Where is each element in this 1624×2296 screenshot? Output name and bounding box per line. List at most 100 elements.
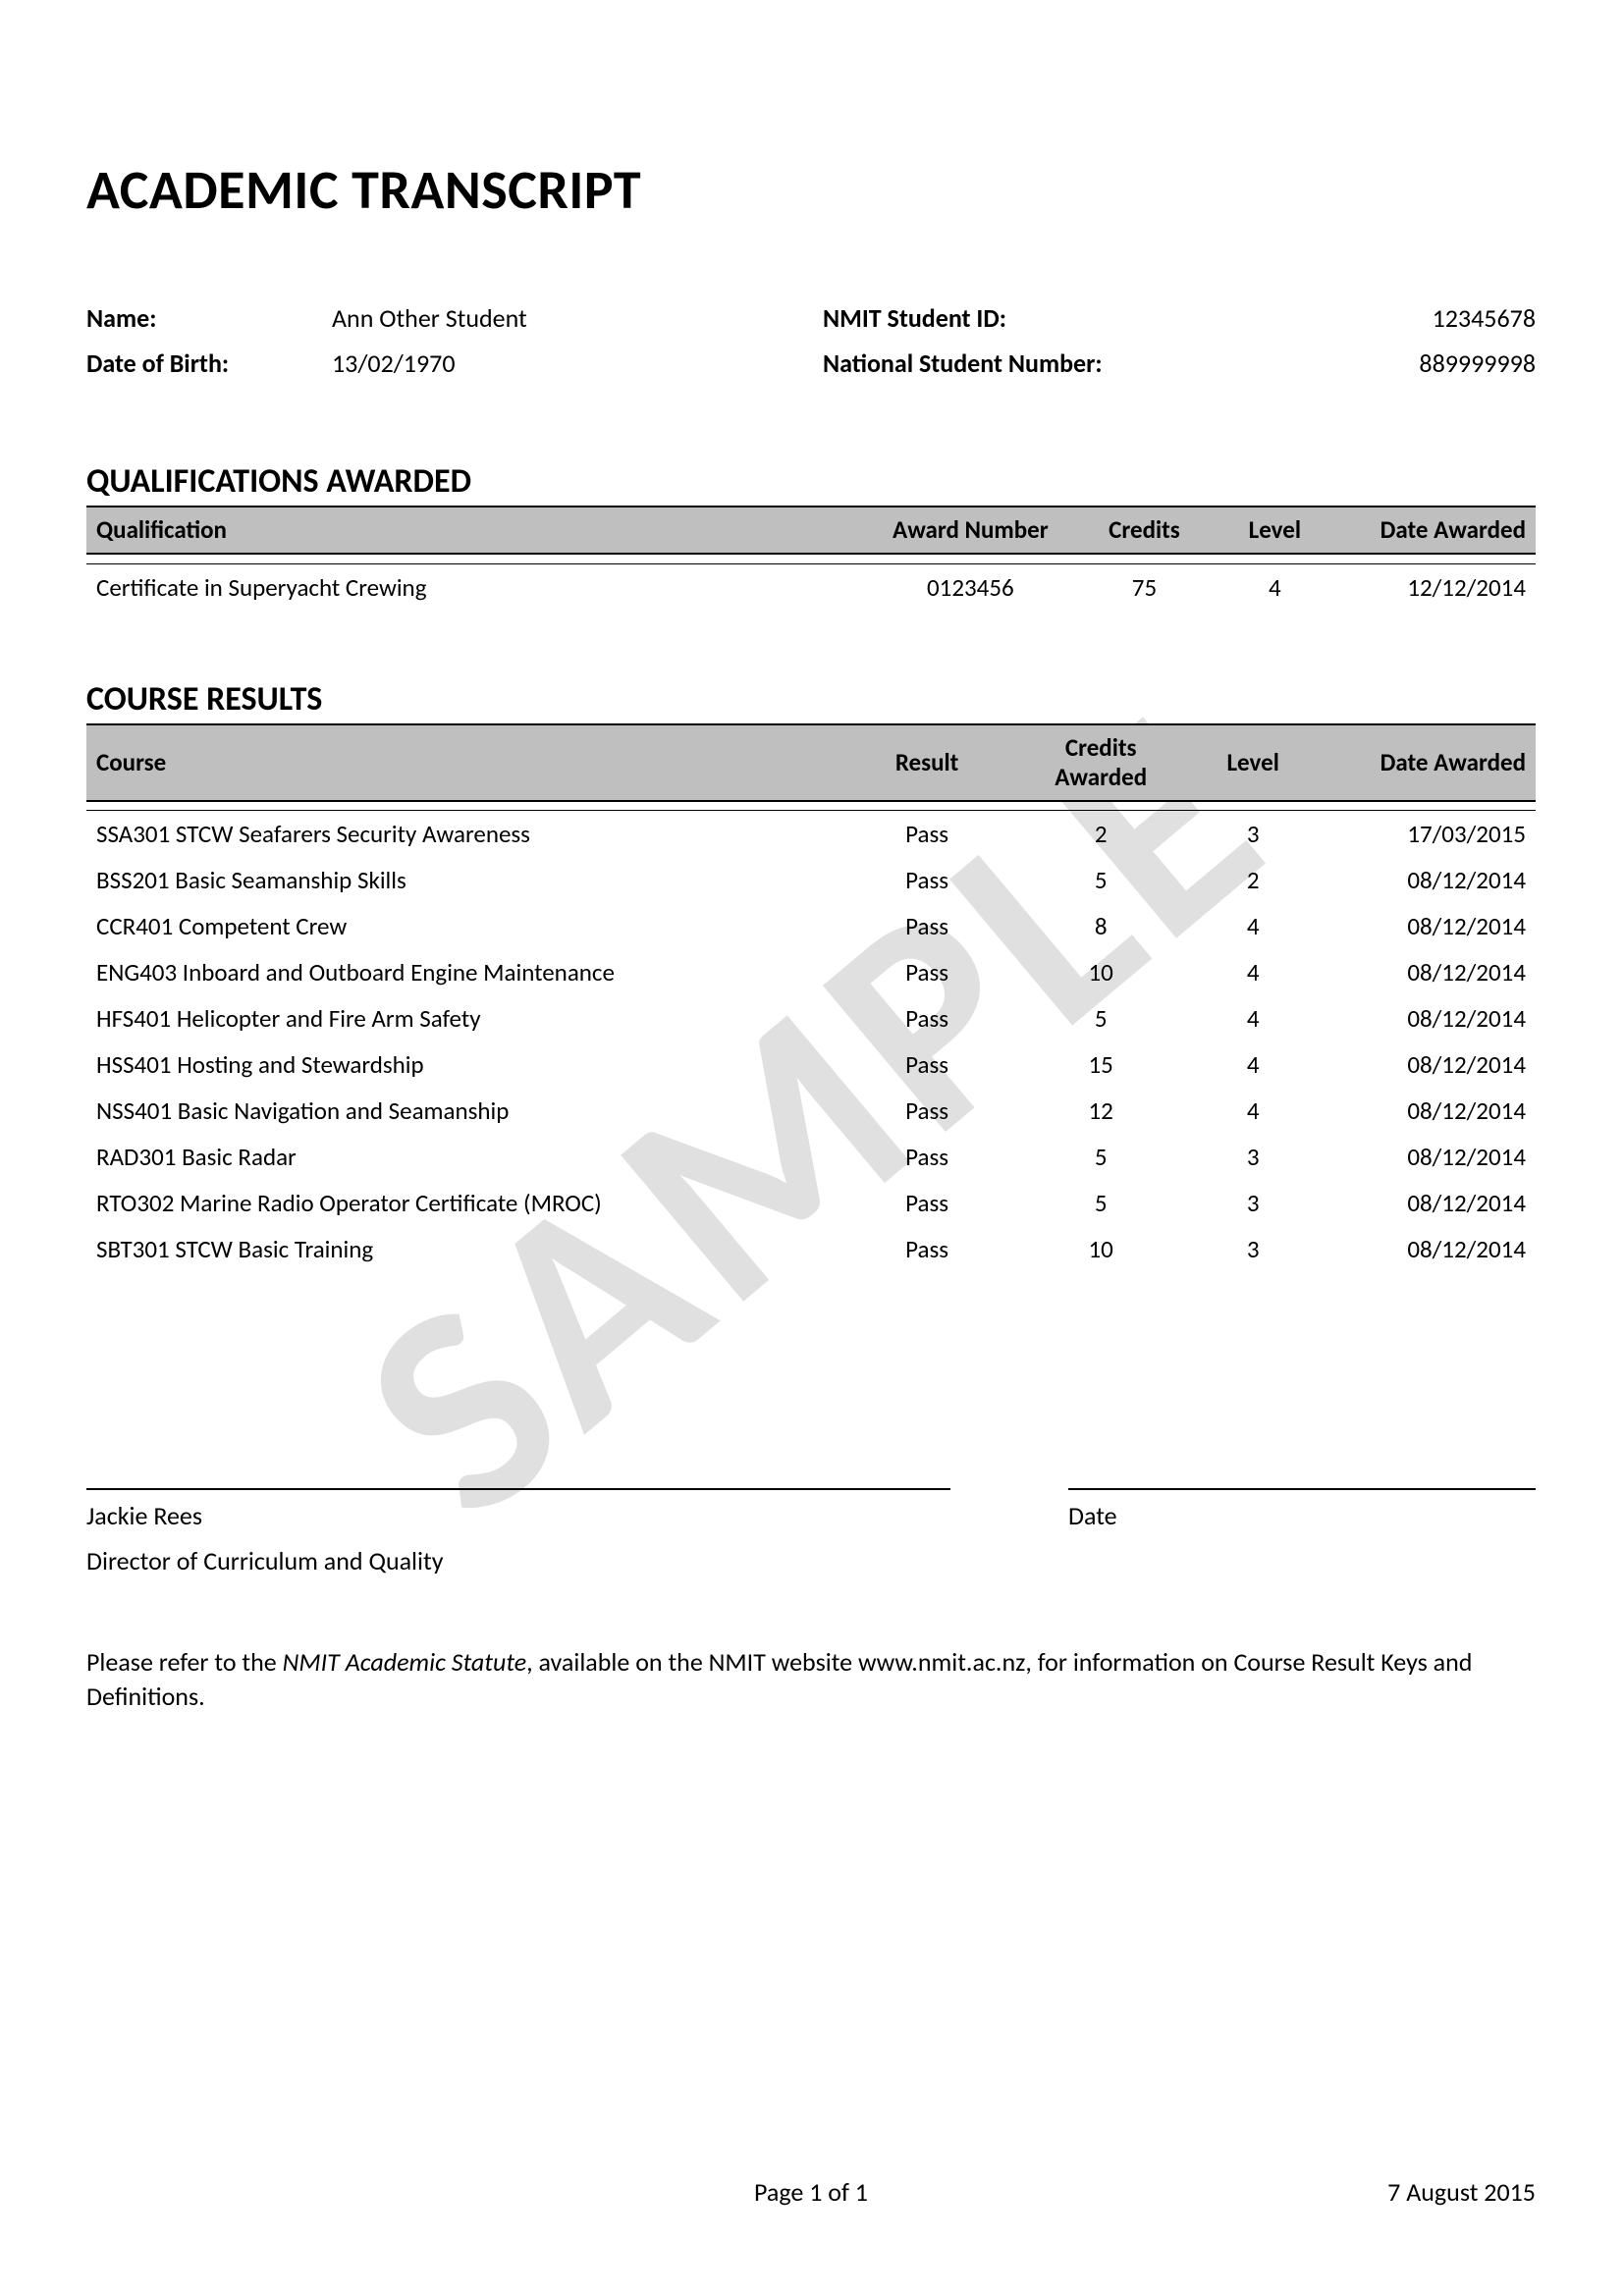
qual-spacer (86, 554, 1536, 563)
nsn-label: National Student Number: (823, 347, 1359, 379)
crs-cell-course: SBT301 STCW Basic Training (86, 1226, 840, 1272)
student-info-left: Name: Ann Other Student Date of Birth: 1… (86, 302, 784, 393)
table-row: SSA301 STCW Seafarers Security Awareness… (86, 811, 1536, 858)
crs-spacer (86, 801, 1536, 811)
crs-cell-level: 4 (1188, 1041, 1319, 1088)
qual-cell-qualification: Certificate in Superyacht Crewing (86, 563, 869, 611)
qualifications-body: Certificate in Superyacht Crewing0123456… (86, 554, 1536, 611)
crs-cell-result: Pass (840, 1041, 1014, 1088)
crs-cell-credits: 2 (1014, 811, 1188, 858)
crs-col-date: Date Awarded (1319, 725, 1536, 801)
table-row: HSS401 Hosting and StewardshipPass15408/… (86, 1041, 1536, 1088)
qualifications-heading: QUALIFICATIONS AWARDED (86, 461, 1536, 507)
page-footer: Page 1 of 1 7 August 2015 (86, 2176, 1536, 2208)
qual-col-level: Level (1217, 507, 1332, 554)
table-row: RTO302 Marine Radio Operator Certificate… (86, 1180, 1536, 1226)
qualifications-header-row: Qualification Award Number Credits Level… (86, 507, 1536, 554)
crs-cell-date: 08/12/2014 (1319, 995, 1536, 1041)
crs-col-credits: Credits Awarded (1014, 725, 1188, 801)
crs-cell-course: HSS401 Hosting and Stewardship (86, 1041, 840, 1088)
crs-cell-course: CCR401 Competent Crew (86, 903, 840, 949)
crs-cell-credits: 5 (1014, 995, 1188, 1041)
qual-cell-award-number: 0123456 (869, 563, 1072, 611)
qual-cell-credits: 75 (1072, 563, 1218, 611)
crs-cell-credits: 10 (1014, 949, 1188, 995)
crs-cell-result: Pass (840, 949, 1014, 995)
crs-col-course: Course (86, 725, 840, 801)
crs-cell-level: 4 (1188, 995, 1319, 1041)
footer-date: 7 August 2015 (1053, 2176, 1536, 2208)
crs-cell-course: RTO302 Marine Radio Operator Certificate… (86, 1180, 840, 1226)
qual-col-credits: Credits (1072, 507, 1218, 554)
crs-cell-result: Pass (840, 811, 1014, 858)
crs-cell-credits: 12 (1014, 1088, 1188, 1134)
page-title: ACADEMIC TRANSCRIPT (86, 157, 1536, 224)
table-row: CCR401 Competent CrewPass8408/12/2014 (86, 903, 1536, 949)
footer-page: Page 1 of 1 (569, 2176, 1053, 2208)
signature-line-right: Date (1068, 1488, 1536, 1531)
crs-cell-date: 08/12/2014 (1319, 903, 1536, 949)
signature-left: Jackie Rees Director of Curriculum and Q… (86, 1488, 950, 1576)
crs-cell-course: BSS201 Basic Seamanship Skills (86, 857, 840, 903)
crs-cell-credits: 15 (1014, 1041, 1188, 1088)
footer-left (86, 2176, 569, 2208)
student-info: Name: Ann Other Student Date of Birth: 1… (86, 302, 1536, 393)
crs-cell-date: 17/03/2015 (1319, 811, 1536, 858)
name-label: Name: (86, 302, 332, 334)
footnote-pre: Please refer to the (86, 1646, 283, 1678)
crs-cell-date: 08/12/2014 (1319, 1226, 1536, 1272)
courses-body: SSA301 STCW Seafarers Security Awareness… (86, 801, 1536, 1273)
crs-cell-level: 4 (1188, 1088, 1319, 1134)
table-row: BSS201 Basic Seamanship SkillsPass5208/1… (86, 857, 1536, 903)
table-row: SBT301 STCW Basic TrainingPass10308/12/2… (86, 1226, 1536, 1272)
footnote: Please refer to the NMIT Academic Statut… (86, 1645, 1536, 1714)
crs-cell-date: 08/12/2014 (1319, 1180, 1536, 1226)
crs-cell-credits: 5 (1014, 1134, 1188, 1180)
crs-cell-course: HFS401 Helicopter and Fire Arm Safety (86, 995, 840, 1041)
qual-cell-date: 12/12/2014 (1332, 563, 1536, 611)
crs-cell-result: Pass (840, 857, 1014, 903)
id-label: NMIT Student ID: (823, 302, 1359, 334)
qual-col-award-number: Award Number (869, 507, 1072, 554)
crs-cell-credits: 5 (1014, 857, 1188, 903)
crs-cell-level: 4 (1188, 949, 1319, 995)
courses-table: Course Result Credits Awarded Level Date… (86, 725, 1536, 1273)
dob-value: 13/02/1970 (332, 347, 456, 379)
crs-cell-credits: 10 (1014, 1226, 1188, 1272)
courses-heading: COURSE RESULTS (86, 679, 1536, 725)
crs-col-result: Result (840, 725, 1014, 801)
nsn-row: National Student Number: 889999998 (823, 347, 1536, 379)
crs-cell-level: 3 (1188, 1226, 1319, 1272)
signatory-name: Jackie Rees (86, 1500, 950, 1531)
crs-cell-result: Pass (840, 903, 1014, 949)
table-row: ENG403 Inboard and Outboard Engine Maint… (86, 949, 1536, 995)
crs-cell-course: NSS401 Basic Navigation and Seamanship (86, 1088, 840, 1134)
table-row: NSS401 Basic Navigation and SeamanshipPa… (86, 1088, 1536, 1134)
qual-col-date: Date Awarded (1332, 507, 1536, 554)
crs-col-level: Level (1188, 725, 1319, 801)
crs-cell-level: 3 (1188, 1134, 1319, 1180)
table-row: RAD301 Basic RadarPass5308/12/2014 (86, 1134, 1536, 1180)
date-label: Date (1068, 1500, 1536, 1531)
crs-cell-course: ENG403 Inboard and Outboard Engine Maint… (86, 949, 840, 995)
crs-cell-level: 3 (1188, 811, 1319, 858)
crs-cell-level: 3 (1188, 1180, 1319, 1226)
crs-cell-result: Pass (840, 995, 1014, 1041)
crs-cell-course: SSA301 STCW Seafarers Security Awareness (86, 811, 840, 858)
content-area: ACADEMIC TRANSCRIPT Name: Ann Other Stud… (86, 157, 1536, 1714)
id-value: 12345678 (1359, 302, 1536, 334)
crs-cell-credits: 5 (1014, 1180, 1188, 1226)
crs-cell-result: Pass (840, 1180, 1014, 1226)
signature-right: Date (1068, 1488, 1536, 1576)
crs-cell-level: 2 (1188, 857, 1319, 903)
crs-cell-credits: 8 (1014, 903, 1188, 949)
table-row: HFS401 Helicopter and Fire Arm SafetyPas… (86, 995, 1536, 1041)
crs-cell-result: Pass (840, 1226, 1014, 1272)
student-info-right: NMIT Student ID: 12345678 National Stude… (823, 302, 1536, 393)
crs-cell-date: 08/12/2014 (1319, 1041, 1536, 1088)
table-row: Certificate in Superyacht Crewing0123456… (86, 563, 1536, 611)
name-row: Name: Ann Other Student (86, 302, 784, 334)
crs-cell-date: 08/12/2014 (1319, 857, 1536, 903)
qual-col-qualification: Qualification (86, 507, 869, 554)
crs-cell-result: Pass (840, 1088, 1014, 1134)
